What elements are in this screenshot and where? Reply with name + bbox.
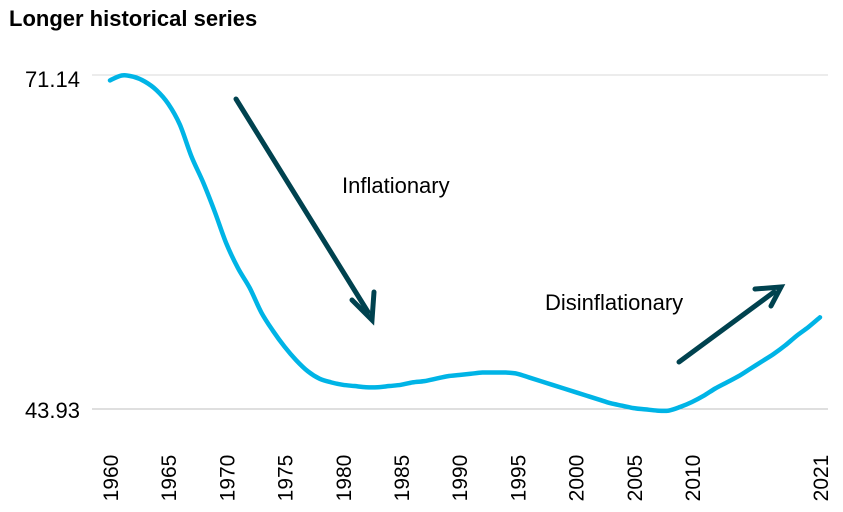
x-tick-label: 1970 [216, 455, 239, 502]
chart-title: Longer historical series [9, 6, 258, 31]
y-axis: 71.14 43.93 [25, 67, 80, 423]
gridlines [92, 74, 828, 410]
y-tick-label: 43.93 [25, 398, 80, 423]
x-axis: 1960 1965 1970 1975 1980 1985 1990 1995 2000 2005… [100, 455, 833, 502]
inflationary-arrow-head [349, 289, 377, 326]
x-tick-label: 1960 [100, 455, 123, 502]
disinflationary-label: Disinflationary [545, 290, 683, 315]
inflationary-arrow [233, 96, 371, 315]
disinflationary-arrow-head [752, 284, 786, 309]
disinflationary-arrow [676, 289, 777, 365]
x-tick-label: 1965 [158, 455, 181, 502]
x-tick-label: 1980 [333, 455, 356, 502]
x-tick-label: 1975 [275, 455, 298, 502]
x-tick-label: 2010 [682, 455, 705, 502]
x-tick-label: 2005 [624, 455, 647, 502]
y-tick-label: 71.14 [25, 67, 80, 92]
x-tick-label: 1985 [391, 455, 414, 502]
x-tick-label: 2021 [810, 455, 833, 502]
series-group [107, 73, 823, 414]
x-tick-label: 1990 [449, 455, 472, 502]
x-tick-label: 1995 [507, 455, 530, 502]
inflationary-label: Inflationary [342, 173, 450, 198]
x-tick-label: 2000 [566, 455, 589, 502]
series-line [107, 73, 823, 414]
annotations: Inflationary Disinflationary [233, 96, 786, 365]
